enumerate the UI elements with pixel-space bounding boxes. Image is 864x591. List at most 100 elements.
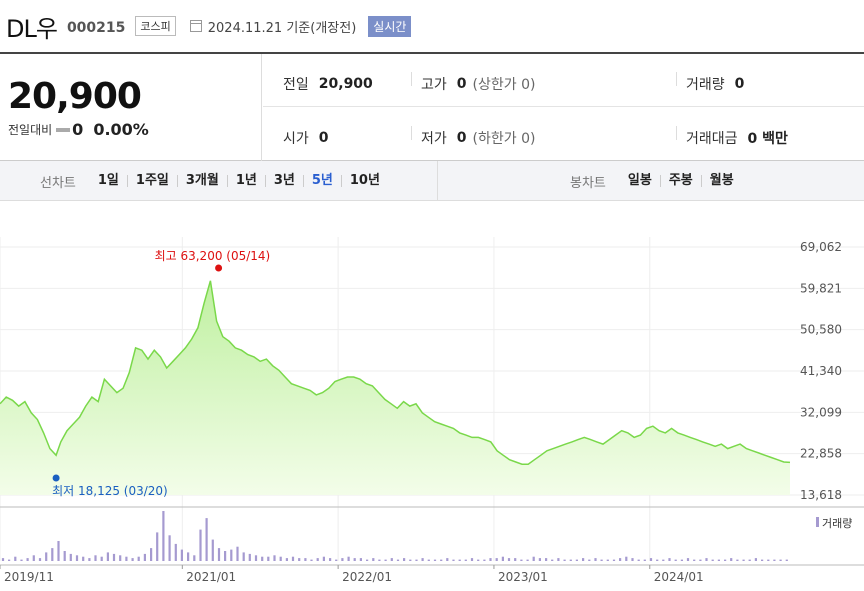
volume-bar — [569, 559, 572, 561]
volume-bar — [168, 535, 171, 561]
volume-bar — [736, 559, 739, 561]
volume-bar — [372, 558, 375, 561]
volume-bar — [785, 559, 788, 561]
volume-bar — [211, 539, 214, 561]
volume-bar — [51, 548, 54, 561]
y-tick-label: 13,618 — [800, 488, 842, 502]
lower-limit: (하한가 0) — [472, 131, 536, 147]
tab-daily[interactable]: 일봉 — [627, 173, 652, 188]
tab-3m[interactable]: 3개월 — [176, 174, 227, 187]
candle-chart-tabs: 봉차트 일봉 주봉 월봉 — [570, 161, 742, 201]
volume-bar — [649, 558, 653, 561]
volume-bar — [600, 559, 603, 561]
line-chart-label: 선차트 — [40, 175, 76, 191]
realtime-button[interactable]: 실시간 — [368, 15, 412, 37]
volume-bar — [452, 559, 455, 561]
upper-limit: (상한가 0) — [472, 77, 536, 93]
volume-bar — [742, 559, 745, 561]
prev-close-label: 전일 — [283, 77, 309, 93]
tab-1w[interactable]: 1주일 — [126, 174, 177, 187]
volume-bar — [187, 552, 190, 561]
volume-bar — [20, 559, 23, 561]
volume-bar — [421, 558, 424, 561]
volume-bar — [156, 532, 159, 561]
quote-date-suffix: 기준(개장전) — [282, 20, 357, 36]
volume-bar — [631, 558, 634, 561]
volume-bar — [717, 559, 720, 561]
tab-monthly[interactable]: 월봉 — [700, 174, 742, 187]
details-row-2: 시가 0 저가 0 (하한가 0) 거래대금 0 백만 — [263, 108, 864, 161]
low-marker — [52, 474, 60, 482]
volume-bar — [162, 511, 165, 561]
volume-bar — [656, 559, 659, 561]
day-high-value: 0 — [456, 76, 467, 92]
tab-3y[interactable]: 3년 — [264, 174, 303, 187]
volume-bar — [520, 559, 523, 561]
volume-bar — [88, 558, 91, 561]
volume-bar — [464, 559, 467, 561]
chart-period-tabs: 선차트 1일 1주일 3개월 1년 3년 5년 10년 봉차트 일봉 주봉 월봉 — [0, 161, 864, 201]
volume-bar — [150, 548, 153, 561]
price-chart[interactable]: 69,062 59,821 50,580 41,340 32,099 22,858 13,6… — [0, 201, 864, 591]
change-rate: 0.00% — [93, 120, 149, 139]
volume-bar — [773, 559, 776, 561]
volume-bar — [501, 556, 504, 561]
volume-bar — [291, 556, 295, 561]
stock-header: DL우 000215 코스피 2024.11.21 기준(개장전) 실시간 — [0, 0, 864, 52]
y-axis-labels: 69,062 59,821 50,580 41,340 32,099 22,858 13,6… — [800, 240, 842, 502]
volume-bar — [477, 559, 480, 561]
volume-bar — [730, 558, 733, 561]
volume-bar — [662, 559, 665, 561]
tab-1d[interactable]: 1일 — [97, 173, 119, 188]
divider — [411, 126, 412, 140]
volume-bar — [341, 558, 344, 561]
quote-date-value: 2024.11.21 — [207, 20, 283, 36]
volume: 거래량 0 — [686, 74, 744, 94]
volume-bar — [594, 558, 597, 561]
volume-bar — [75, 555, 79, 561]
volume-bar — [575, 559, 578, 561]
volume-bar — [668, 558, 671, 561]
day-low-value: 0 — [456, 130, 467, 146]
volume-bar — [384, 559, 387, 561]
volume-bar — [106, 552, 109, 561]
volume-bar — [433, 559, 437, 561]
volume-bar — [686, 558, 690, 561]
volume-bar — [767, 559, 770, 561]
tab-1y[interactable]: 1년 — [226, 174, 265, 187]
volume-bar — [267, 556, 270, 561]
volume-bar — [254, 555, 258, 561]
x-axis-labels: 2019/11 2021/01 2022/01 2023/01 2024/01 — [0, 565, 704, 584]
volume-bar — [378, 559, 381, 561]
volume-bar — [112, 553, 116, 561]
volume-label: 거래량 — [686, 77, 725, 93]
volume-bar — [193, 555, 196, 561]
high-annotation: 최고 63,200 (05/14) — [155, 249, 271, 263]
volume-bar — [304, 558, 307, 561]
volume-bar — [14, 556, 17, 561]
y-tick-label: 59,821 — [800, 281, 842, 295]
tab-weekly[interactable]: 주봉 — [659, 174, 701, 187]
volume-bar — [532, 556, 535, 561]
volume-bar — [538, 558, 541, 561]
amount-label: 거래대금 — [686, 131, 738, 147]
volume-bar — [526, 559, 529, 561]
tab-5y[interactable]: 5년 — [302, 174, 341, 187]
flat-change-icon — [56, 127, 71, 132]
volume-bar — [69, 553, 72, 561]
volume-bar — [440, 559, 443, 561]
volume-bar — [748, 559, 751, 561]
divider — [676, 72, 677, 86]
volume-bar — [32, 555, 35, 561]
volume-bar — [403, 558, 406, 561]
volume-bar — [643, 559, 646, 561]
volume-bar — [261, 556, 264, 561]
volume-bar — [415, 559, 418, 561]
change-label: 전일대비 — [8, 123, 53, 137]
volume-bar — [680, 559, 683, 561]
volume-bar — [8, 559, 11, 561]
tab-10y[interactable]: 10년 — [340, 174, 388, 187]
volume-bar — [563, 559, 566, 561]
day-low-label: 저가 — [421, 131, 447, 147]
price-area — [0, 280, 790, 495]
